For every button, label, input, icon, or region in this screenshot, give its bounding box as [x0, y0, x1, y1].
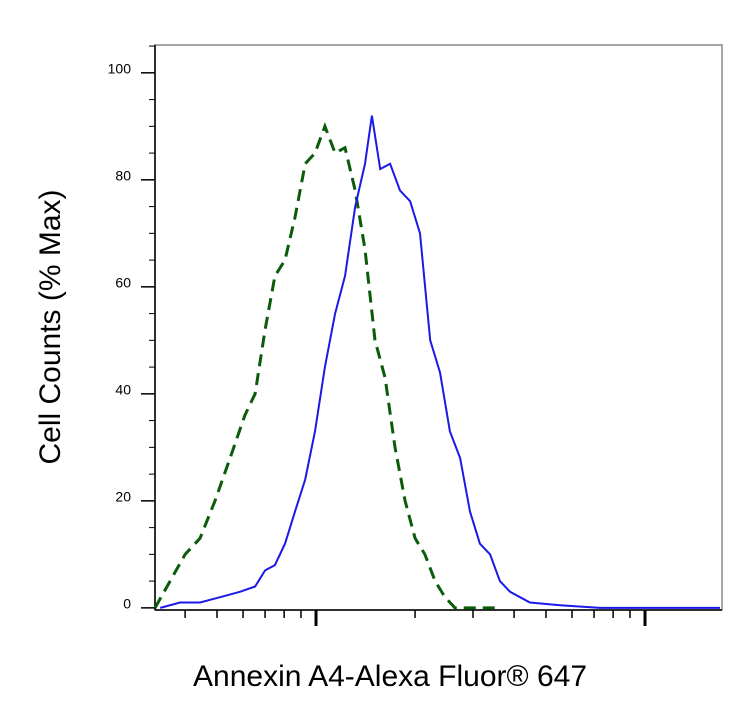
y-tick-label: 20 [115, 489, 131, 505]
plot-frame [154, 44, 723, 611]
series-line [153, 122, 500, 610]
y-axis-label: Cell Counts (% Max) [34, 189, 67, 464]
x-axis-label: Annexin A4-Alexa Fluor® 647 [193, 660, 587, 693]
y-tick-label: 60 [115, 275, 131, 291]
y-tick-label: 100 [108, 61, 132, 77]
y-tick-label: 0 [123, 596, 131, 612]
series-line [159, 115, 720, 609]
y-tick-label: 80 [115, 168, 131, 184]
y-tick-label: 40 [115, 382, 131, 398]
